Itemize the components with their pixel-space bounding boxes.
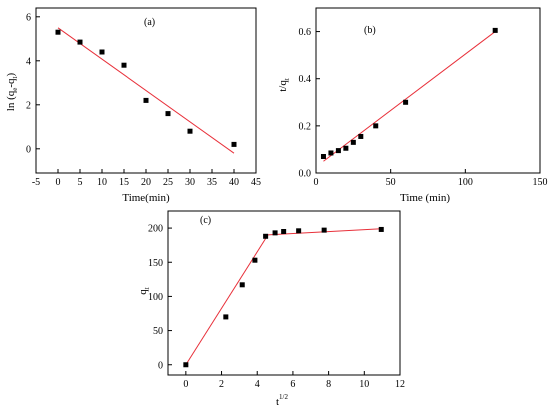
x-tick-label: 0 [183, 379, 188, 390]
data-point [281, 229, 287, 234]
y-tick-label: 0.4 [299, 74, 312, 85]
x-tick-label: 0 [56, 177, 61, 188]
panel-label-c: (c) [200, 215, 211, 226]
x-tick-label: 12 [395, 379, 405, 390]
panel-label-b: (b) [364, 25, 376, 36]
plot-frame-b [315, 7, 541, 174]
x-tick-label: 4 [255, 379, 260, 390]
data-point [296, 228, 302, 234]
data-point [187, 128, 193, 134]
x-tick-label: 35 [207, 177, 217, 188]
data-point [231, 141, 237, 147]
fit-line-group-a [57, 27, 235, 154]
y-axis-label-c: qt [137, 287, 151, 295]
chart-panel-a: (a) -5 0 5 10 15 20 25 30 35 40 45 0 2 4 6 Time(min) l… [5, 7, 261, 204]
x-tick-label: 100 [458, 177, 473, 188]
plot-frame-c [167, 210, 401, 376]
y-tick-label: 100 [148, 292, 163, 303]
data-point [77, 39, 83, 45]
point-group-a [55, 29, 237, 147]
y-tick-label: 0.2 [299, 121, 312, 132]
x-tick-label: 5 [78, 177, 83, 188]
x-tick-label: 15 [119, 177, 129, 188]
data-point [263, 233, 269, 239]
data-point [358, 133, 364, 139]
x-tick-label: -5 [32, 177, 40, 188]
fit-line-group-c [185, 228, 382, 366]
data-point [223, 314, 229, 320]
data-point [239, 282, 245, 288]
panel-label-a: (a) [144, 17, 155, 28]
x-tick-label: 8 [326, 379, 331, 390]
x-tick-label: 150 [533, 177, 548, 188]
data-point [99, 49, 105, 55]
x-axis-label-c: t1/2 [276, 393, 289, 408]
fit-line [323, 31, 496, 162]
y-tick-label: 200 [148, 224, 163, 235]
fit-line-group-b [323, 31, 496, 162]
data-point [373, 123, 379, 129]
x-tick-label: 10 [97, 177, 107, 188]
y-tick-label: 150 [148, 258, 163, 269]
y-axis-label-a: ln (qe-qt) [5, 72, 19, 111]
x-tick-label: 10 [359, 379, 369, 390]
x-tick-label: 50 [386, 177, 396, 188]
x-tick-label: 30 [185, 177, 195, 188]
point-group-b [320, 27, 498, 159]
data-point [55, 29, 61, 35]
x-tick-label: 20 [141, 177, 151, 188]
tick-group-b: 0 50 100 150 0.0 0.2 0.4 0.6 [299, 27, 548, 188]
data-point [121, 62, 127, 68]
data-point [343, 145, 349, 151]
data-point [492, 27, 498, 33]
data-point [320, 154, 326, 159]
chart-panel-b: (b) 0 50 100 150 0.0 0.2 0.4 0.6 Time (min) t/q… [277, 7, 548, 204]
x-tick-label: 25 [163, 177, 173, 188]
y-tick-label: 4 [26, 56, 31, 67]
data-point [165, 111, 171, 117]
data-point [378, 226, 384, 232]
y-tick-label: 0.0 [299, 169, 312, 180]
fit-line [57, 27, 235, 154]
data-point [328, 150, 334, 156]
tick-group-a: -5 0 5 10 15 20 25 30 35 40 45 0 2 4 6 [26, 12, 261, 188]
y-tick-label: 6 [26, 12, 31, 23]
tick-group-c: 0 2 4 6 8 10 12 0 50 100 150 200 [148, 224, 405, 390]
data-point [183, 362, 189, 368]
x-tick-label: 40 [229, 177, 239, 188]
data-point [321, 227, 327, 233]
chart-panel-c: (c) 0 2 4 6 8 10 12 0 50 100 150 200 t1/2 qt [137, 210, 405, 408]
data-point [272, 230, 278, 236]
y-tick-label: 0 [26, 144, 31, 155]
y-tick-label: 2 [26, 100, 31, 111]
y-tick-label: 0 [158, 360, 163, 371]
y-axis-label-b: t/qt [277, 78, 291, 92]
x-axis-label-b: Time (min) [400, 192, 450, 204]
fit-line [185, 234, 269, 366]
y-tick-label: 50 [153, 326, 163, 337]
data-point [403, 99, 409, 105]
point-group-c [183, 226, 384, 368]
x-tick-label: 0 [314, 177, 319, 188]
data-point [350, 139, 356, 145]
x-tick-label: 2 [219, 379, 224, 390]
x-tick-label: 45 [251, 177, 261, 188]
data-point [143, 97, 149, 103]
x-tick-label: 6 [290, 379, 295, 390]
x-axis-label-a: Time(min) [122, 192, 170, 204]
y-tick-label: 0.6 [299, 27, 312, 38]
data-point [252, 257, 258, 263]
data-point [335, 148, 341, 154]
